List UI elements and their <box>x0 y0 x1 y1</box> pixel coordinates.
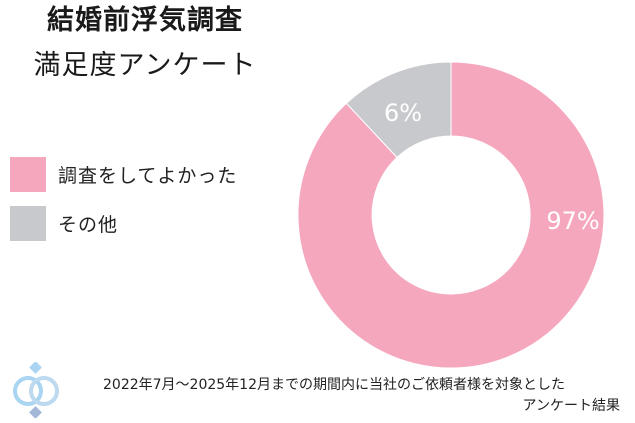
legend-item-satisfied: 調査をしてよかった <box>10 156 237 192</box>
chart-title: 結婚前浮気調査 <box>47 5 243 36</box>
chart-subtitle: 満足度アンケート <box>33 50 257 81</box>
legend-label: その他 <box>58 213 119 236</box>
legend-label: 調査をしてよかった <box>58 164 238 187</box>
legend-item-other: その他 <box>10 205 118 241</box>
slice-label-other: 6% <box>384 99 422 127</box>
legend-swatch-gray <box>10 205 46 241</box>
slice-label-satisfied: 97% <box>546 207 599 235</box>
rings-logo-icon <box>13 362 59 418</box>
donut-slice-other <box>345 61 452 159</box>
footer-note-line1: 2022年7月～2025年12月までの期間内に当社のご依頼者様を対象とした <box>103 377 565 393</box>
donut-slice-satisfied <box>297 61 605 369</box>
legend-swatch-pink <box>10 156 46 192</box>
footer-note-line2: アンケート結果 <box>522 398 620 414</box>
